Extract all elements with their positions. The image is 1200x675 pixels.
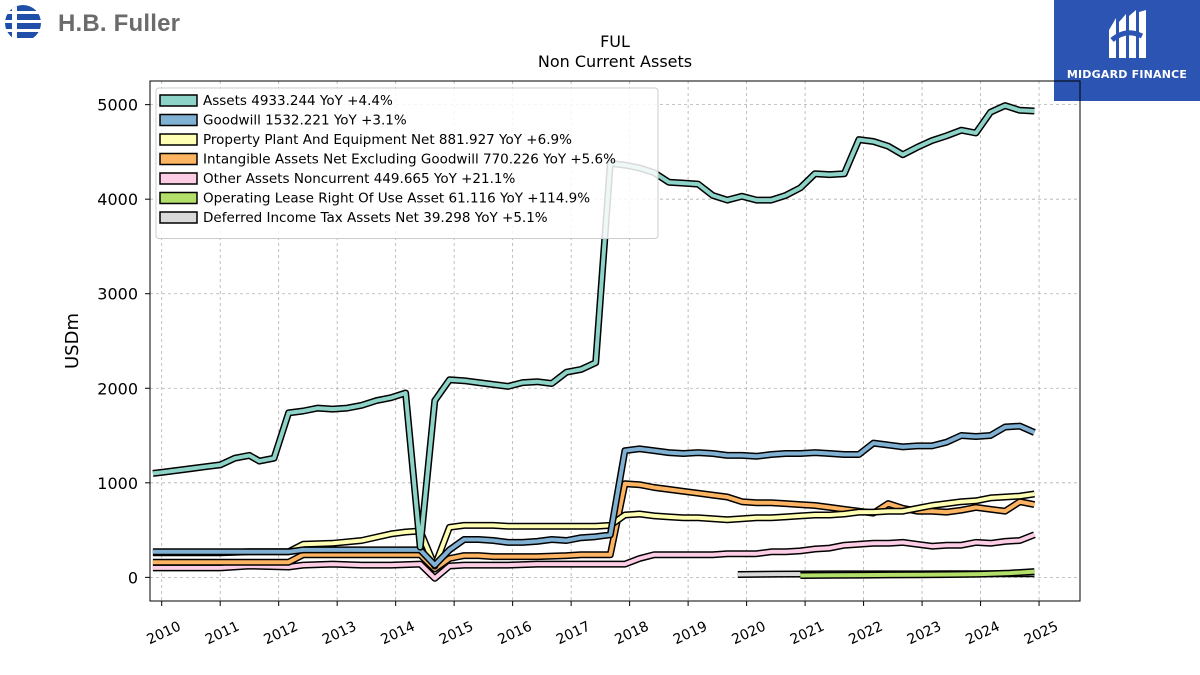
x-tick-label: 2024: [963, 619, 1002, 649]
legend-swatch: [159, 172, 198, 185]
series-line: [152, 103, 1035, 550]
midgard-finance-logo: MIDGARD FINANCE: [1054, 0, 1200, 101]
legend-swatch: [159, 133, 198, 146]
series-lease: [800, 568, 1035, 579]
series-other: [152, 531, 1036, 582]
x-tick-label: 2015: [437, 619, 476, 649]
x-tick-label: 2018: [612, 619, 651, 649]
x-axis: 2010 2011 2012 2013 2014 2015 2016 2017 2018 2019…: [144, 601, 1061, 649]
legend-swatch: [159, 152, 198, 166]
series-lines: [152, 102, 1036, 582]
x-tick-label: 2011: [203, 619, 242, 649]
legend-label: Other Assets Noncurrent 449.665 YoY +21.…: [203, 171, 515, 187]
legend-label: Intangible Assets Net Excluding Goodwill…: [203, 152, 616, 168]
legend: Assets 4933.244 YoY +4.4% Goodwill 1532.2…: [155, 87, 659, 239]
legend-box: [155, 87, 659, 239]
series-line: [152, 532, 1036, 581]
y-tick-label: 0: [128, 568, 138, 587]
hb-fuller-logo-icon: [5, 5, 41, 41]
chart-subtitle: Non Current Assets: [537, 52, 693, 71]
x-tick-label: 2019: [671, 619, 710, 649]
series-goodwill: [152, 422, 1036, 569]
series-assets: [152, 102, 1035, 551]
x-tick-label: 2021: [788, 619, 827, 649]
legend-label: Deferred Income Tax Assets Net 39.298 Yo…: [203, 210, 548, 226]
legend-label: Goodwill 1532.221 YoY +3.1%: [203, 113, 407, 129]
y-axis-label: USDm: [62, 313, 83, 369]
midgard-m-icon: [1109, 10, 1146, 58]
x-tick-label: 2014: [378, 619, 417, 649]
chart-title: FUL: [600, 32, 630, 51]
legend-label: Assets 4933.244 YoY +4.4%: [203, 93, 393, 109]
brand-name-right: MIDGARD FINANCE: [1066, 68, 1188, 81]
x-tick-label: 2016: [495, 619, 534, 649]
hb-fuller-logo: H.B. Fuller: [4, 4, 180, 44]
y-tick-label: 2000: [97, 379, 138, 398]
y-tick-label: 4000: [97, 190, 138, 209]
series-intangible: [152, 480, 1036, 573]
legend-swatch: [159, 191, 198, 205]
legend-swatch: [159, 113, 198, 127]
y-tick-label: 3000: [97, 285, 138, 304]
x-tick-label: 2020: [729, 619, 768, 649]
x-tick-label: 2025: [1022, 619, 1061, 649]
series-ppe: [152, 490, 1035, 570]
x-tick-label: 2010: [144, 619, 183, 649]
series-line: [152, 424, 1036, 568]
legend-label: Property Plant And Equipment Net 881.927…: [203, 132, 572, 148]
brand-name-left: H.B. Fuller: [58, 10, 181, 37]
y-tick-label: 1000: [97, 474, 138, 493]
legend-swatch: [159, 211, 198, 224]
series-line: [152, 481, 1035, 571]
series-line: [800, 569, 1035, 578]
x-tick-label: 2022: [846, 619, 885, 649]
x-tick-label: 2013: [320, 619, 359, 649]
x-tick-label: 2017: [554, 619, 593, 649]
x-tick-label: 2023: [905, 619, 944, 649]
plot-area: [149, 80, 1081, 602]
legend-swatch: [159, 94, 198, 107]
x-tick-label: 2012: [261, 619, 300, 649]
series-line: [152, 492, 1035, 568]
y-tick-label: 5000: [97, 96, 138, 115]
legend-label: Operating Lease Right Of Use Asset 61.11…: [203, 191, 590, 207]
y-axis: 0 1000 2000 3000 4000 5000: [97, 96, 150, 587]
